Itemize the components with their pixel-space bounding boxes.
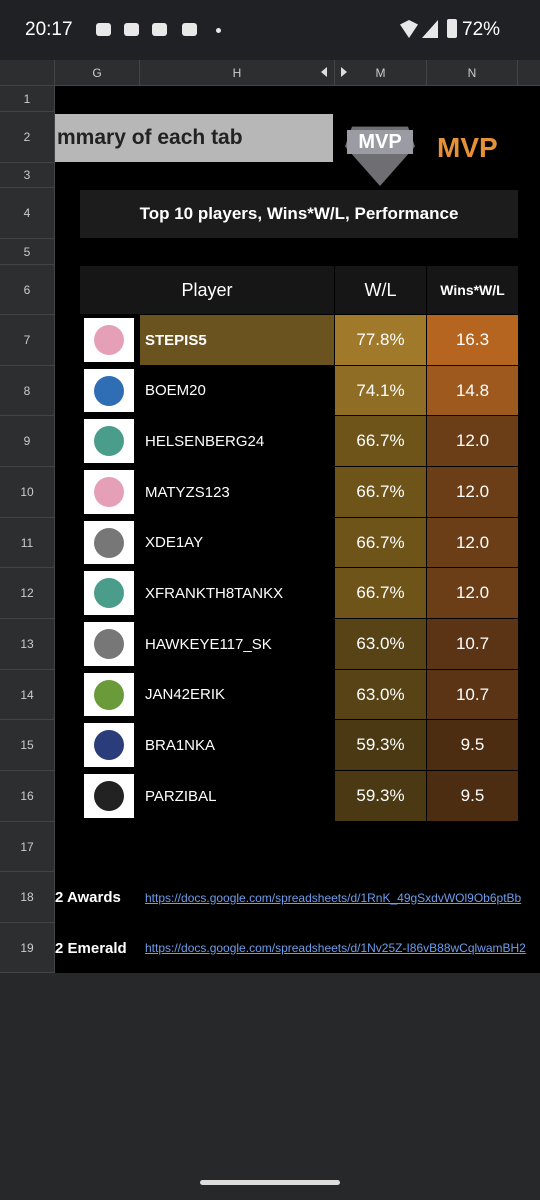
- column-header: G: [55, 60, 140, 86]
- link-url[interactable]: https://docs.google.com/spreadsheets/d/1…: [145, 941, 526, 955]
- row-number: 15: [0, 720, 55, 771]
- player-name: HAWKEYE117_SK: [145, 635, 272, 653]
- row-number: 1: [0, 86, 55, 112]
- icon-art: [94, 679, 124, 710]
- table-header: Player: [80, 266, 334, 314]
- row-number: 6: [0, 265, 55, 315]
- dot: [216, 28, 221, 33]
- section-title: Top 10 players, Wins*W/L, Performance: [80, 190, 518, 238]
- link-label: 2 Emerald: [55, 939, 127, 957]
- battery-level: 72%: [462, 19, 501, 40]
- row-number: 9: [0, 416, 55, 467]
- notification-icon: [152, 23, 167, 36]
- player-icon: [84, 521, 134, 564]
- row-number: 14: [0, 670, 55, 720]
- player-icon: [84, 369, 134, 412]
- row-number: 18: [0, 872, 55, 923]
- wins-cell: 10.7: [427, 619, 518, 669]
- player-icon: [84, 470, 134, 514]
- player-name: BOEM20: [145, 382, 206, 399]
- icon-art: [94, 325, 124, 355]
- player-name: XFRANKTH8TANKX: [145, 584, 284, 602]
- wins-cell: 12.0: [427, 416, 518, 466]
- wl-cell: 63.0%: [335, 619, 426, 669]
- row-number: 2: [0, 112, 55, 163]
- table-header: Wins*W/L: [427, 266, 518, 314]
- player-name: MATYZS123: [145, 483, 230, 501]
- scroll-arrow[interactable]: [321, 67, 327, 77]
- player-icon: [84, 723, 134, 767]
- wins-cell: 9.5: [427, 771, 518, 821]
- wins-cell: 12.0: [427, 568, 518, 618]
- column-header: M: [335, 60, 427, 86]
- notification-icon: [124, 23, 139, 36]
- battery-icon: [447, 19, 457, 38]
- player-icon: [84, 419, 134, 463]
- player-name: BRA1NKA: [145, 736, 216, 754]
- wl-cell: 77.8%: [335, 315, 426, 365]
- player-name: XDE1AY: [145, 534, 204, 551]
- row-number: 17: [0, 822, 55, 872]
- icon-art: [94, 426, 124, 456]
- link-label: 2 Awards: [55, 889, 121, 906]
- notification-icon: [96, 23, 111, 36]
- player-name: STEPIS5: [140, 315, 334, 365]
- icon-art: [94, 781, 124, 811]
- wl-cell: 74.1%: [335, 366, 426, 415]
- wl-cell: 63.0%: [335, 670, 426, 719]
- notification-icon: [182, 23, 197, 36]
- icon-art: [94, 527, 124, 558]
- clock: 20:17: [25, 19, 73, 40]
- player-icon: [84, 622, 134, 666]
- table-header: W/L: [335, 266, 426, 314]
- wl-cell: 66.7%: [335, 416, 426, 466]
- wins-cell: 12.0: [427, 467, 518, 517]
- wl-cell: 66.7%: [335, 518, 426, 567]
- wl-cell: 66.7%: [335, 568, 426, 618]
- wins-cell: 10.7: [427, 670, 518, 719]
- link-url[interactable]: https://docs.google.com/spreadsheets/d/1…: [145, 890, 522, 905]
- row-number: 12: [0, 568, 55, 619]
- status-bar: [0, 0, 540, 60]
- icon-art: [94, 629, 124, 659]
- corner: [0, 60, 55, 86]
- player-name: PARZIBAL: [145, 787, 217, 805]
- icon-art: [94, 477, 124, 507]
- wl-cell: 59.3%: [335, 720, 426, 770]
- row-number: 19: [0, 923, 55, 973]
- row-number: 7: [0, 315, 55, 366]
- row-number: 16: [0, 771, 55, 822]
- player-icon: [84, 571, 134, 615]
- summary-title: mmary of each tab: [55, 114, 333, 162]
- wins-cell: 14.8: [427, 366, 518, 415]
- nav-pill: [200, 1180, 340, 1185]
- row-number: 11: [0, 518, 55, 568]
- icon-art: [94, 730, 124, 760]
- column-header-bar: [0, 60, 540, 86]
- icon-art: [94, 578, 124, 608]
- row-number: 10: [0, 467, 55, 518]
- row-number: 4: [0, 188, 55, 239]
- wins-cell: 9.5: [427, 720, 518, 770]
- wl-cell: 59.3%: [335, 771, 426, 821]
- row-number: 3: [0, 163, 55, 188]
- scroll-arrow[interactable]: [341, 67, 347, 77]
- column-header: N: [427, 60, 518, 86]
- wins-cell: 16.3: [427, 315, 518, 365]
- player-icon: [84, 318, 134, 362]
- row-number: 8: [0, 366, 55, 416]
- row-number: 13: [0, 619, 55, 670]
- mvp-logo: MVP: [347, 130, 413, 154]
- column-header: H: [140, 60, 335, 86]
- player-name: HELSENBERG24: [145, 432, 265, 450]
- player-icon: [84, 774, 134, 818]
- icon-art: [94, 375, 124, 406]
- mvp-label: MVP: [437, 132, 498, 163]
- wl-cell: 66.7%: [335, 467, 426, 517]
- row-number: 5: [0, 239, 55, 265]
- wins-cell: 12.0: [427, 518, 518, 567]
- player-name: JAN42ERIK: [145, 686, 226, 703]
- player-icon: [84, 673, 134, 716]
